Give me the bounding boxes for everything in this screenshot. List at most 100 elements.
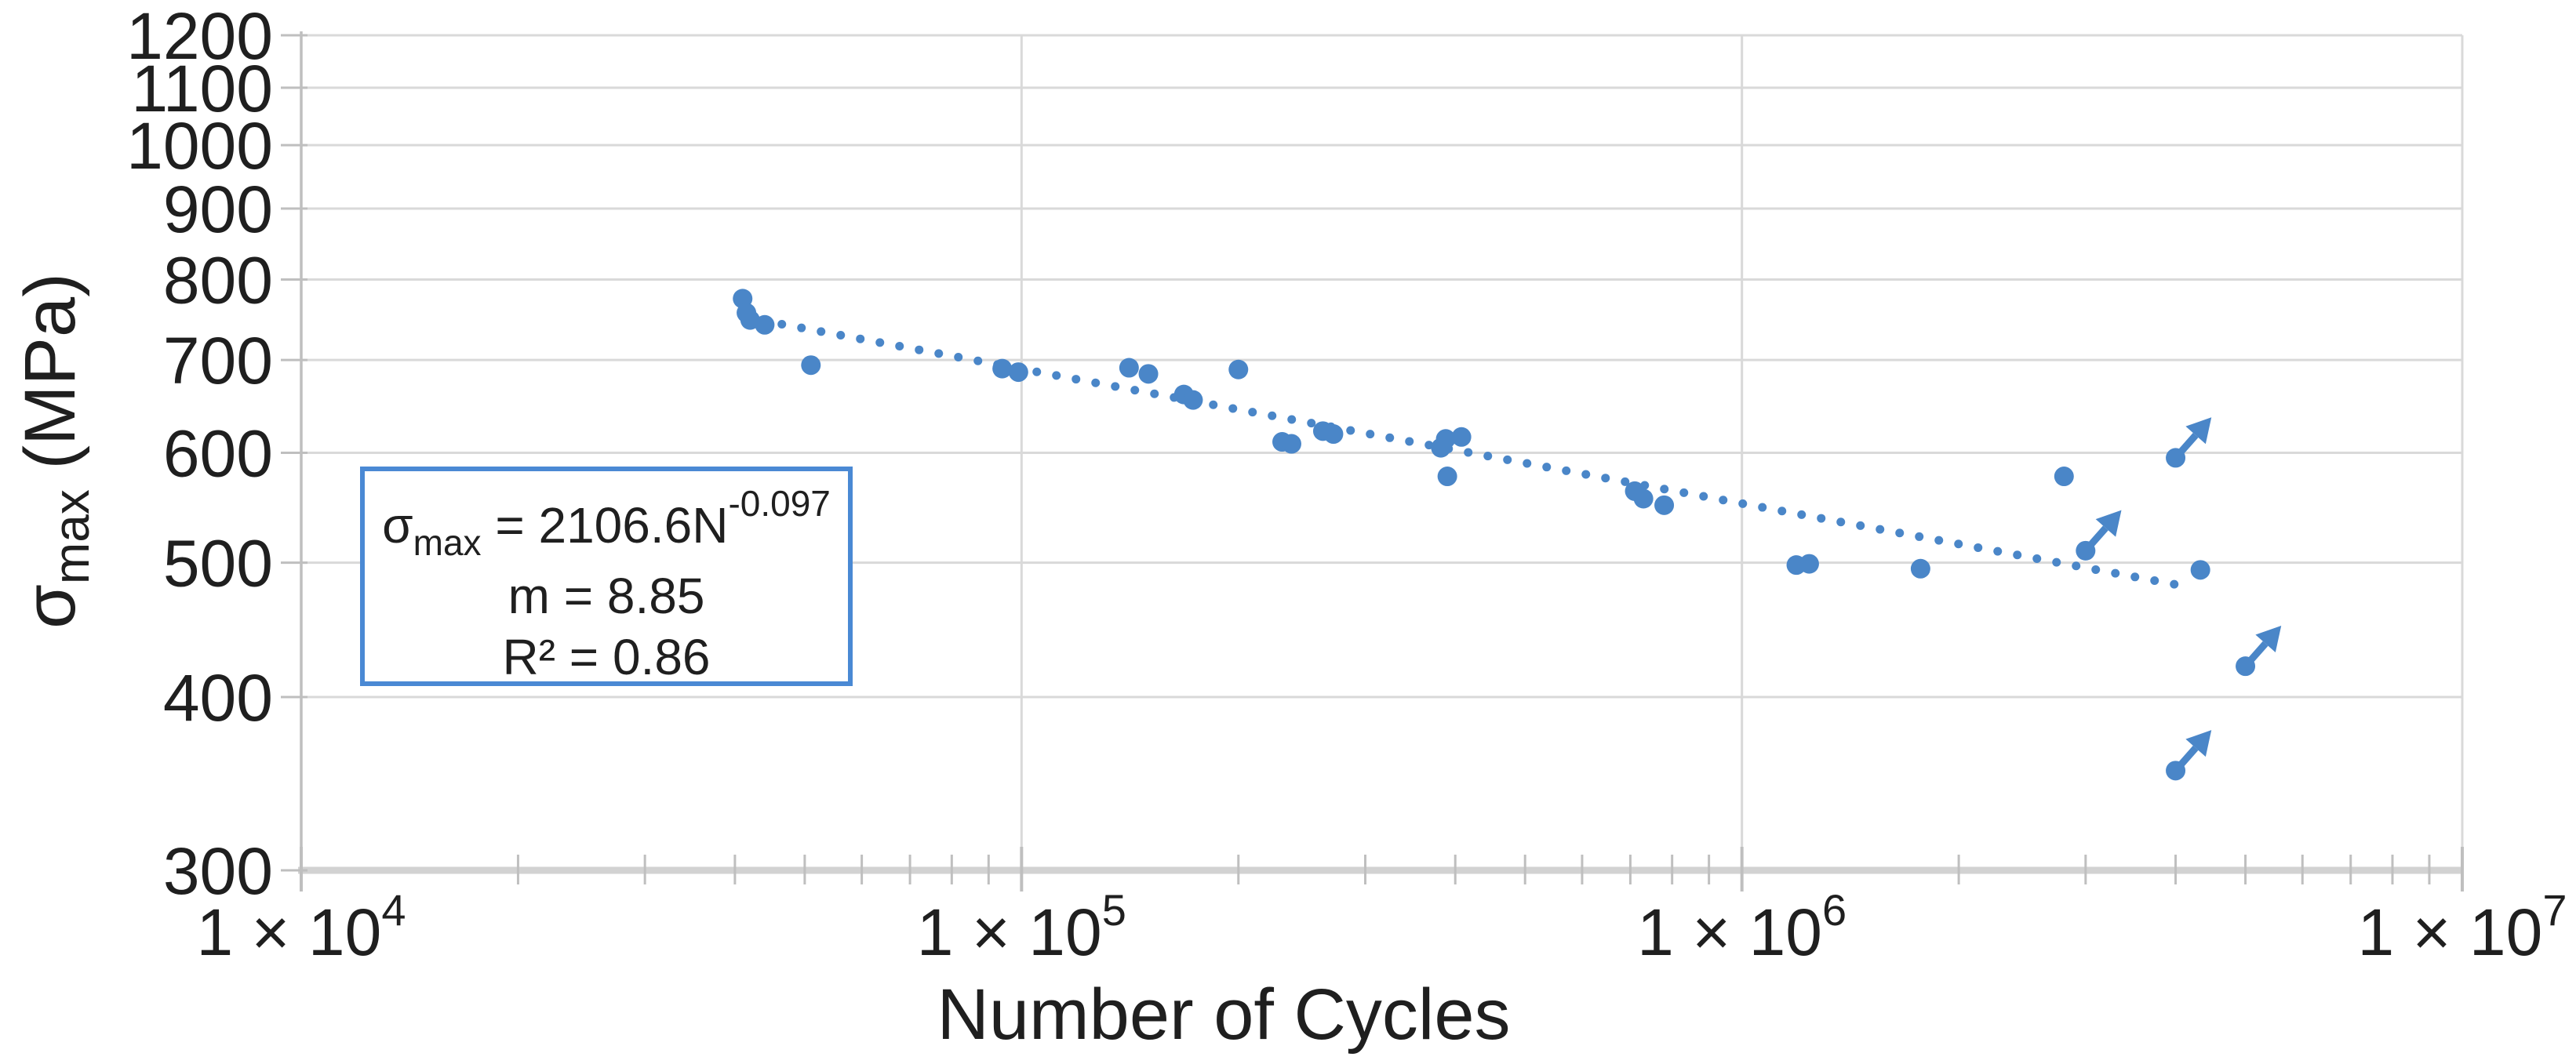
- x-tick-label: 1 × 107: [2357, 885, 2567, 969]
- trendline-dot: [1699, 492, 1708, 501]
- trendline-dot: [1934, 536, 1944, 545]
- trendline-dot: [954, 353, 963, 362]
- gridlines: [301, 34, 2464, 872]
- trendline-dot: [1130, 386, 1140, 395]
- trendline-dot: [1503, 455, 1512, 464]
- data-point: [1281, 434, 1301, 454]
- y-tick-label: 1200: [126, 0, 273, 73]
- trendline-dot: [1876, 525, 1885, 534]
- trendline-dot: [1209, 400, 1218, 409]
- data-point: [2054, 467, 2074, 487]
- trendline-dot: [797, 323, 806, 332]
- y-title-unit: (MPa): [10, 273, 90, 489]
- x-axis-title: Number of Cycles: [937, 975, 1510, 1055]
- trendline-dot: [875, 338, 885, 347]
- trendline-dot: [1523, 459, 1532, 468]
- trendline-dot: [1777, 507, 1787, 516]
- trendline-dot: [1287, 415, 1297, 424]
- trendline-dot: [1385, 433, 1395, 442]
- trendline-dot: [2013, 550, 2022, 560]
- y-tick-label: 1000: [126, 109, 273, 183]
- data-point: [1799, 554, 1819, 574]
- data-point: [2190, 560, 2210, 580]
- data-point: [1910, 558, 1930, 579]
- trendline-dot: [1738, 499, 1748, 508]
- axis-ticks: [281, 34, 2464, 892]
- equation-sigma-sub: max: [413, 522, 482, 563]
- data-point: [1323, 424, 1344, 445]
- y-title-sigma: σ: [10, 584, 90, 629]
- trendline-dot: [1660, 485, 1669, 494]
- trendline-dot: [895, 342, 904, 351]
- y-title-sub: max: [43, 489, 100, 584]
- trendline-dot: [1836, 517, 1846, 527]
- y-tick-label: 300: [163, 834, 273, 908]
- equation-sigma: σ: [382, 497, 413, 554]
- equation-exponent: -0.097: [728, 483, 830, 524]
- trendline-dot: [817, 327, 826, 336]
- data-point: [1654, 495, 1675, 515]
- y-tick-label: 900: [163, 172, 273, 246]
- x-tick-label: 1 × 105: [917, 885, 1126, 969]
- trendline-dot: [1366, 430, 1375, 439]
- data-point: [1138, 364, 1159, 384]
- trendline-dot: [1228, 404, 1238, 413]
- runout-arrow-head: [2095, 510, 2122, 537]
- trendline-dot: [1679, 488, 1689, 497]
- trendline-dot: [1993, 547, 2003, 556]
- trendline-dot: [1856, 521, 1865, 530]
- trendline-dot: [2111, 568, 2120, 578]
- y-tick-label: 600: [163, 417, 273, 491]
- runout-arrow-head: [2185, 417, 2212, 445]
- x-tick-label: 1 × 106: [1637, 885, 1846, 969]
- y-tick-label: 700: [163, 324, 273, 398]
- x-tick-label: 1 × 104: [196, 885, 406, 969]
- annotation-border: [360, 467, 853, 686]
- trendline-dot: [836, 331, 846, 340]
- trendline-dot: [1091, 378, 1101, 387]
- x-tick-labels: 1 × 104 1 × 105 1 × 106 1 × 107: [196, 885, 2567, 969]
- y-axis-title: σmax (MPa): [10, 273, 100, 629]
- trendline-dot: [2032, 554, 2042, 563]
- trendline-dot: [1464, 448, 1473, 457]
- trendline-dot: [1581, 470, 1591, 479]
- data-point: [1451, 427, 1472, 447]
- trendline-dot: [1719, 496, 1728, 505]
- trendline-dot: [934, 349, 944, 358]
- trendline-dot: [2150, 576, 2159, 585]
- trendline-dot: [1072, 375, 1081, 384]
- trendline-dot: [915, 345, 924, 354]
- annotation-slope: m = 8.85: [508, 568, 705, 624]
- trendline-dot: [777, 320, 787, 329]
- data-point: [1437, 467, 1457, 487]
- trendline-dot: [2170, 579, 2179, 589]
- trendline-dot: [1032, 367, 1042, 376]
- trendline-dot: [1405, 437, 1414, 446]
- data-point: [755, 314, 775, 335]
- runout-arrow-head: [2185, 730, 2212, 757]
- data-point: [1008, 362, 1028, 383]
- trendline-dot: [1621, 477, 1630, 486]
- trendline-dot: [1974, 543, 1983, 552]
- data-point: [1435, 429, 1456, 449]
- data-point-runout: [2076, 540, 2096, 561]
- data-point: [1633, 488, 1654, 509]
- equation-body: = 2106.6N: [482, 497, 729, 554]
- trendline-dot: [1248, 408, 1257, 417]
- trendline-dot: [856, 334, 865, 343]
- trendline-dot: [1268, 411, 1277, 420]
- trendline-dot: [1307, 419, 1316, 428]
- trendline-dot: [2072, 561, 2081, 571]
- annotation-equation: σmax = 2106.6N-0.097: [382, 483, 831, 563]
- data-point: [801, 355, 821, 376]
- data-point: [1119, 358, 1139, 378]
- trendline-dot: [1797, 510, 1806, 519]
- annotation-box: σmax = 2106.6N-0.097 m = 8.85 R² = 0.86: [360, 467, 853, 686]
- trendline-dot: [2130, 572, 2140, 582]
- trendline-dot: [1954, 539, 1963, 549]
- trendline-dot: [1052, 371, 1061, 380]
- data-point: [1228, 359, 1249, 379]
- runout-arrow-head: [2255, 626, 2282, 652]
